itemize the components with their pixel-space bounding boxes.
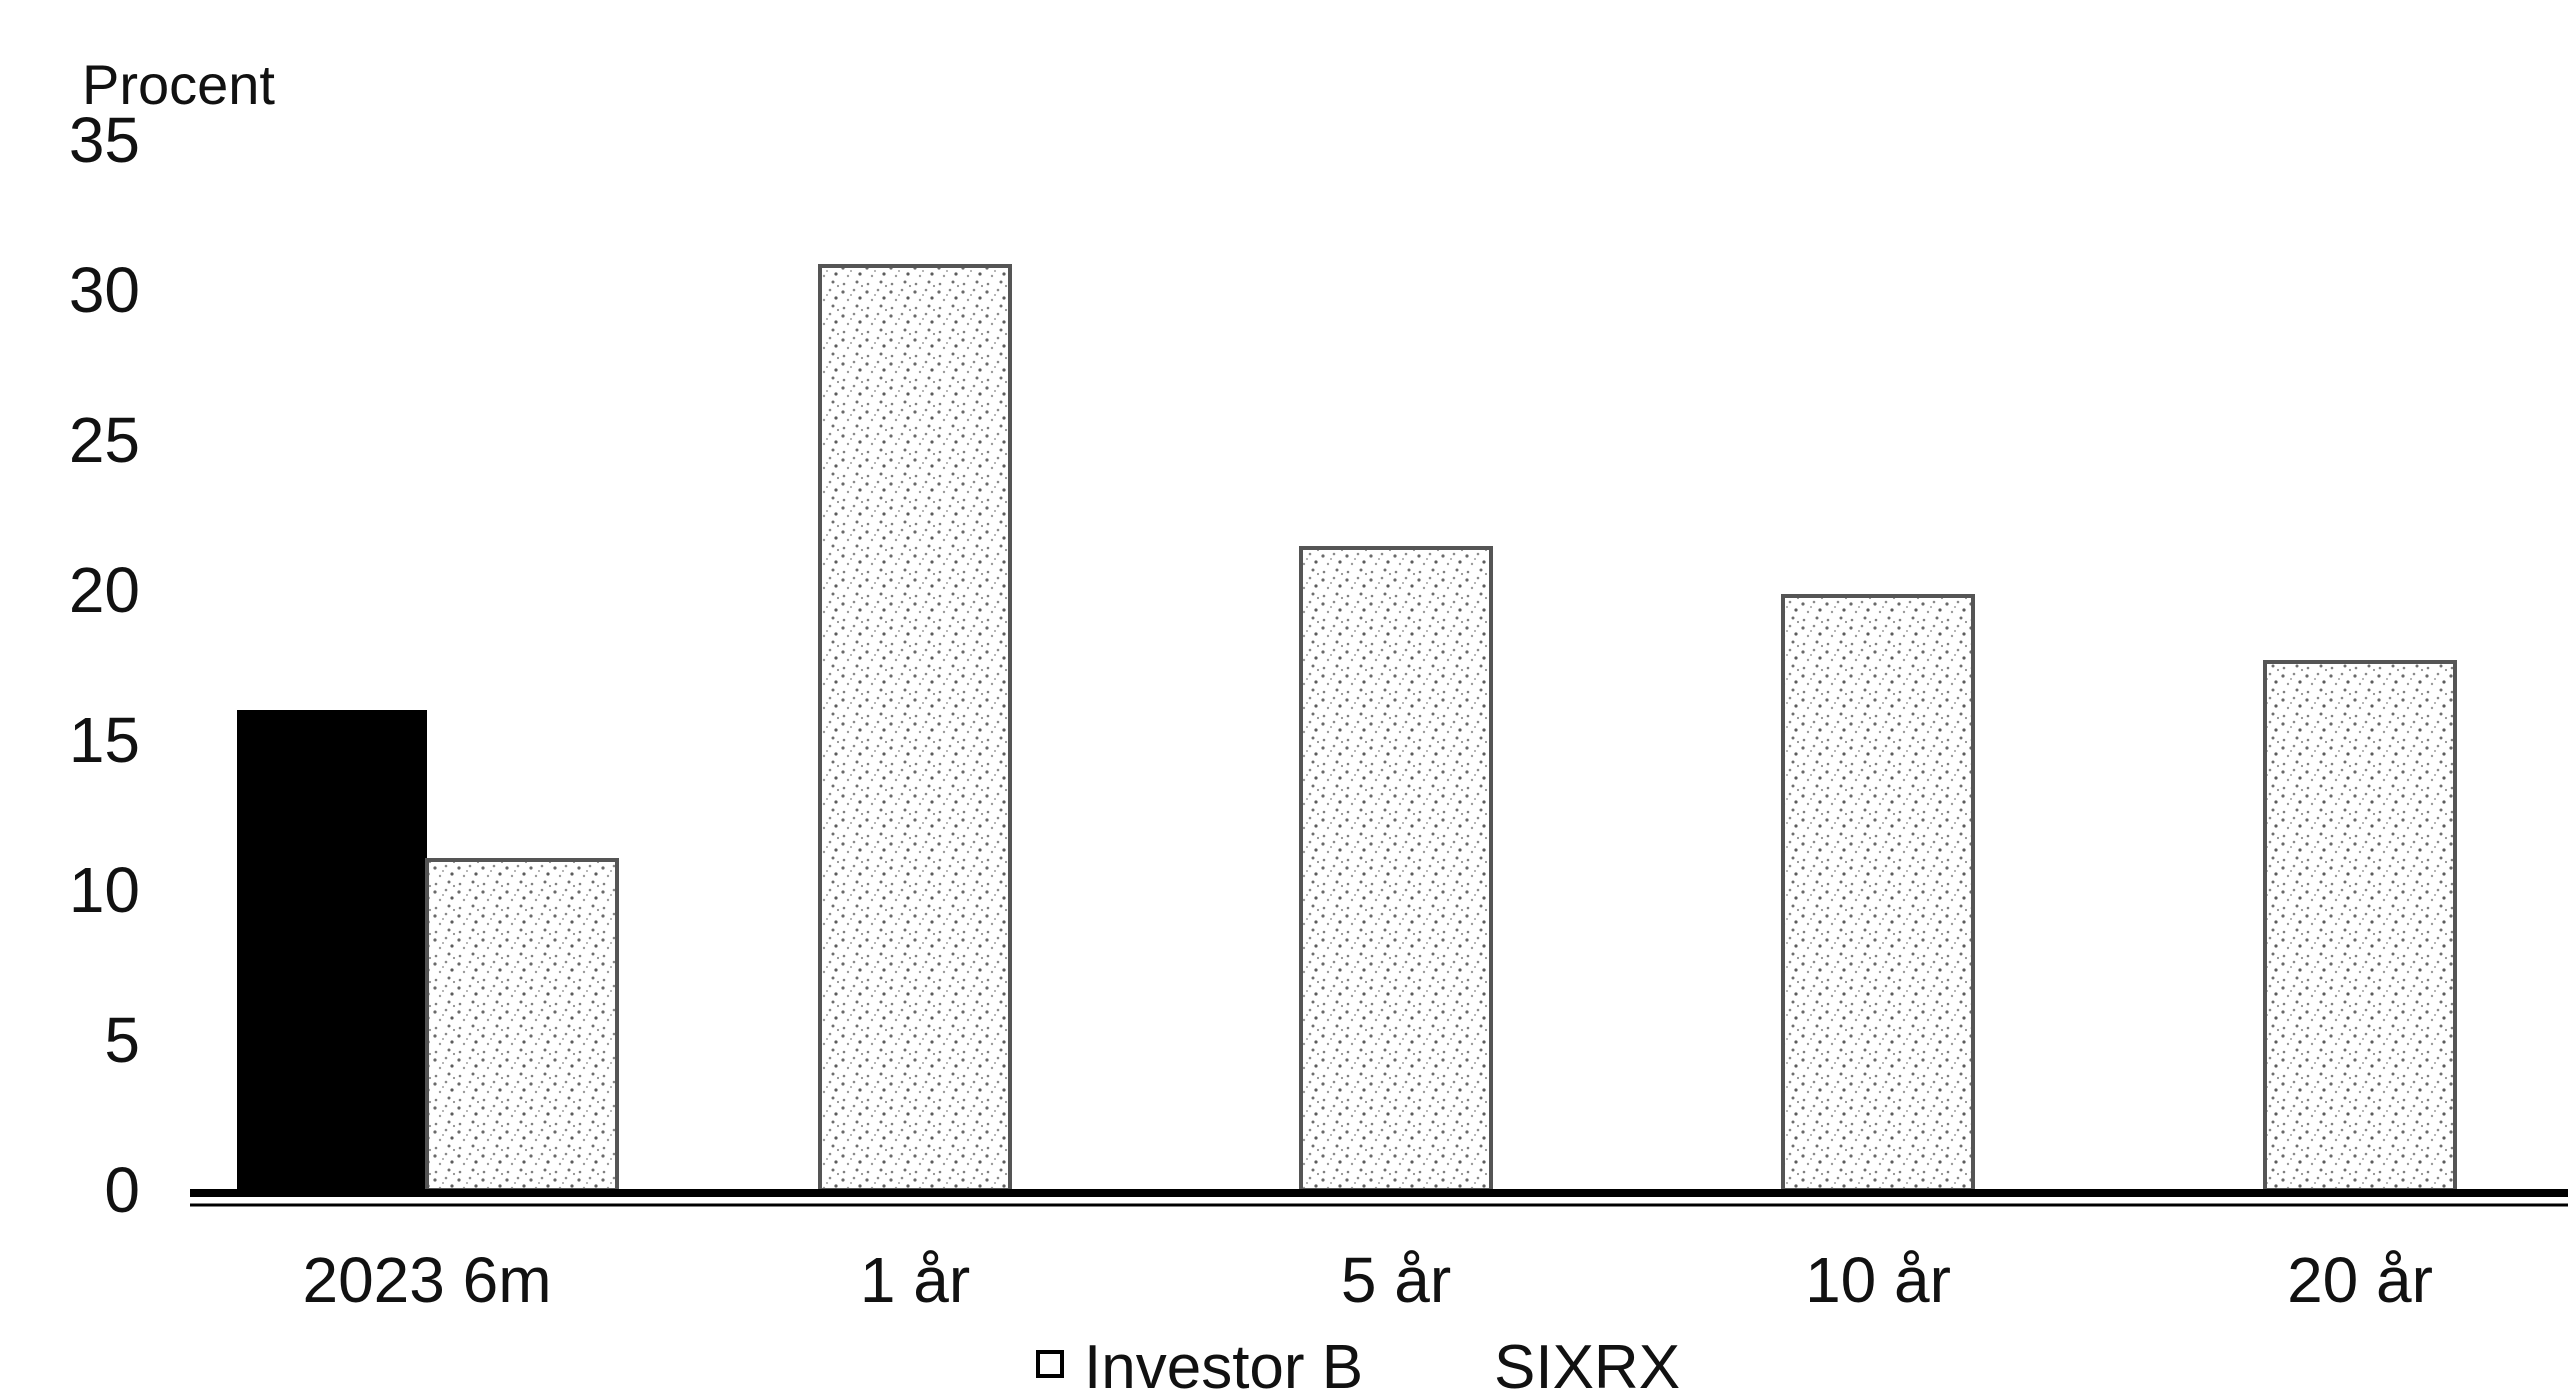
bar-sixrx <box>1781 594 1975 1192</box>
legend: Investor B SIXRX <box>1036 1333 1680 1393</box>
bar-sixrx <box>2263 660 2457 1192</box>
legend-swatch-investor-b <box>1036 1350 1064 1378</box>
legend-label-sixrx: SIXRX <box>1494 1333 1680 1393</box>
y-tick-label: 20 <box>69 554 140 626</box>
bar-investor-b <box>237 710 427 1190</box>
y-tick-label: 15 <box>69 704 140 776</box>
bars <box>237 264 2457 1192</box>
legend-label-investor-b: Investor B <box>1084 1333 1363 1393</box>
y-tick-label: 5 <box>104 1004 140 1076</box>
bar-sixrx <box>425 858 619 1192</box>
bar-sixrx <box>818 264 1012 1192</box>
x-axis-ticks: 2023 6m 1 år 5 år 10 år 20 år <box>302 1244 2432 1316</box>
y-tick-label: 25 <box>69 404 140 476</box>
x-tick-label: 2023 6m <box>302 1244 551 1316</box>
x-tick-label: 10 år <box>1805 1244 1951 1316</box>
y-tick-label: 10 <box>69 854 140 926</box>
y-axis-ticks: 0 5 10 15 20 25 30 35 <box>69 104 140 1226</box>
x-tick-label: 20 år <box>2287 1244 2433 1316</box>
y-tick-label: 35 <box>69 104 140 176</box>
x-tick-label: 5 år <box>1341 1244 1451 1316</box>
y-tick-label: 30 <box>69 254 140 326</box>
bar-sixrx <box>1299 546 1493 1192</box>
x-tick-label: 1 år <box>860 1244 970 1316</box>
y-axis-title: Procent <box>82 53 275 116</box>
y-tick-label: 0 <box>104 1154 140 1226</box>
